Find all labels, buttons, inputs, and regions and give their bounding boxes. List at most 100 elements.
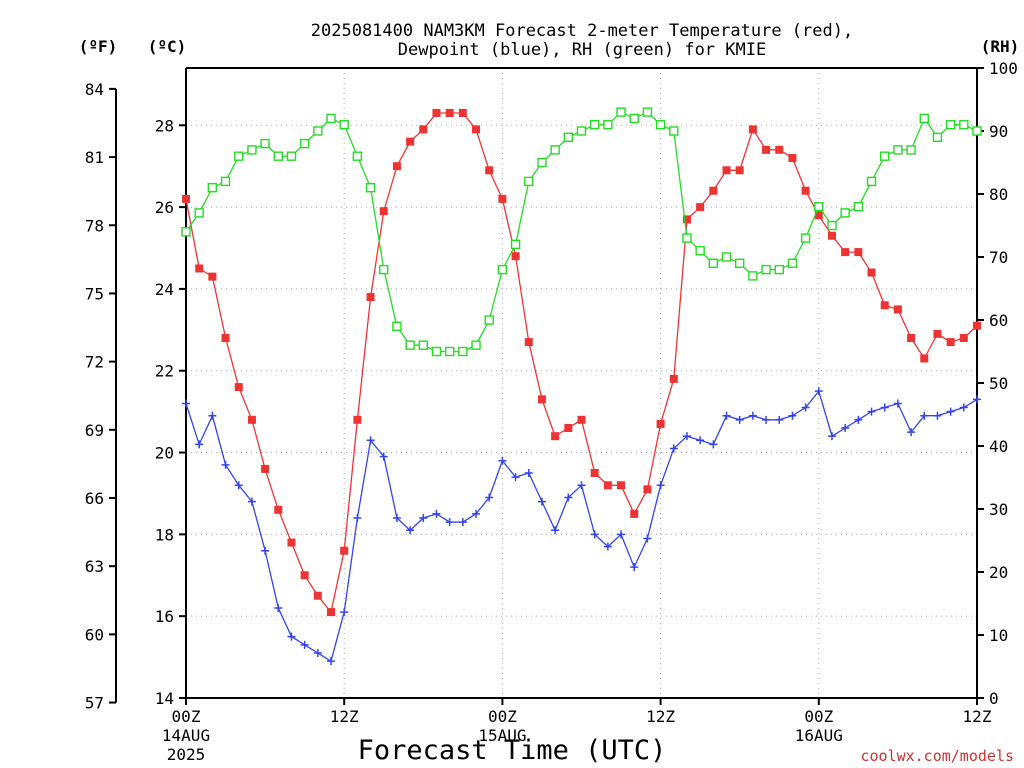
- temperature-point: [261, 464, 270, 473]
- fahrenheit-tick-label: 78: [85, 216, 104, 235]
- celsius-tick-label: 24: [155, 280, 174, 299]
- fahrenheit-tick-label: 72: [85, 353, 104, 372]
- temperature-point: [762, 145, 771, 154]
- rh-point: [959, 119, 969, 130]
- x-tick-date-label: 16AUG: [795, 726, 843, 745]
- rh-point: [589, 119, 600, 130]
- rh-tick-label: 10: [989, 626, 1008, 645]
- temperature-point: [709, 186, 718, 195]
- temperature-point: [313, 591, 322, 600]
- rh-point: [616, 107, 626, 117]
- dewpoint-series: [182, 387, 981, 666]
- dewpoint-point: [973, 395, 981, 404]
- dewpoint-point: [419, 514, 428, 522]
- dewpoint-point: [788, 411, 797, 420]
- rh-tick-label: 50: [989, 374, 1008, 393]
- temperature-point: [406, 137, 415, 146]
- x-tick-label: 12Z: [963, 707, 992, 726]
- temperature-point: [643, 485, 652, 494]
- dewpoint-point: [933, 411, 942, 420]
- fahrenheit-tick-label: 75: [85, 284, 104, 303]
- rh-point: [708, 258, 719, 268]
- rh-point: [629, 113, 639, 124]
- temperature-point: [682, 215, 691, 224]
- rh-point: [326, 113, 336, 124]
- temperature-point: [603, 481, 612, 490]
- rh-tick-label: 40: [989, 437, 1008, 456]
- rh-point: [471, 340, 481, 350]
- temperature-point: [274, 505, 283, 514]
- rh-point: [655, 119, 666, 130]
- x-tick-label: 12Z: [330, 707, 359, 726]
- rh-point: [853, 201, 864, 212]
- rh-point: [695, 245, 705, 256]
- dewpoint-point: [682, 432, 691, 441]
- dewpoint-point: [485, 493, 494, 502]
- x-axis-title: Forecast Time (UTC): [358, 735, 667, 766]
- temperature-point: [287, 538, 296, 547]
- temperature-point: [959, 334, 968, 342]
- dewpoint-point: [300, 640, 309, 649]
- rh-point: [576, 126, 587, 136]
- temperature-point: [827, 231, 836, 240]
- grid-lines: [186, 68, 977, 698]
- dewpoint-point: [327, 657, 336, 666]
- temperature-point: [353, 415, 362, 424]
- temperature-point: [669, 374, 678, 383]
- credit-label: coolwx.com/models: [860, 747, 1014, 765]
- rh-point: [510, 239, 521, 250]
- temperature-point: [946, 338, 955, 347]
- data-series: [181, 107, 982, 666]
- x-tick-date-label: 15AUG: [478, 726, 526, 745]
- rh-point: [866, 176, 877, 187]
- temperature-point: [379, 207, 388, 216]
- celsius-tick-label: 22: [155, 362, 174, 381]
- dewpoint-point: [801, 403, 810, 412]
- rh-point: [682, 233, 692, 243]
- rh-tick-label: 80: [989, 185, 1008, 204]
- temperature-point: [893, 305, 902, 314]
- x-tick-date-label: 14AUG: [162, 726, 210, 745]
- rh-point: [220, 176, 231, 187]
- temperature-point: [656, 419, 665, 428]
- rh-point: [431, 346, 442, 357]
- fahrenheit-tick-label: 69: [85, 421, 104, 440]
- dewpoint-point: [287, 632, 296, 641]
- rh-point: [603, 119, 613, 130]
- temperature-point: [748, 125, 757, 134]
- rh-point: [932, 132, 943, 143]
- temperature-point: [498, 194, 507, 203]
- temperature-point: [551, 432, 560, 441]
- celsius-unit-label: (ºC): [148, 37, 187, 56]
- dewpoint-point: [814, 387, 823, 396]
- temperature-line: [185, 112, 978, 614]
- rh-point: [365, 182, 376, 193]
- rh-point: [405, 340, 415, 350]
- x-tick-label: 12Z: [646, 707, 675, 726]
- rh-unit-label: (RH): [981, 37, 1020, 56]
- dewpoint-line: [185, 389, 978, 663]
- dewpoint-point: [221, 460, 230, 469]
- dewpoint-point: [458, 518, 467, 527]
- temperature-point: [485, 166, 494, 175]
- dewpoint-point: [564, 493, 573, 502]
- dewpoint-point: [511, 473, 520, 482]
- chart-title-line2: Dewpoint (blue), RH (green) for KMIE: [398, 40, 766, 60]
- dewpoint-point: [709, 440, 718, 449]
- rh-point: [774, 264, 784, 275]
- rh-point: [893, 145, 903, 155]
- rh-tick-label: 20: [989, 563, 1008, 582]
- x-tick-label: 00Z: [488, 707, 517, 726]
- temperature-point: [340, 546, 349, 555]
- temperature-point: [472, 125, 481, 134]
- temperature-point: [247, 415, 256, 424]
- rh-tick-label: 30: [989, 500, 1008, 519]
- rh-point: [444, 346, 455, 357]
- rh-point: [945, 119, 956, 130]
- dewpoint-point: [551, 526, 560, 535]
- rh-point: [787, 258, 798, 268]
- temperature-point: [327, 608, 336, 617]
- fahrenheit-unit-label: (ºF): [79, 37, 118, 56]
- celsius-tick-label: 28: [155, 116, 174, 135]
- dewpoint-point: [735, 415, 744, 424]
